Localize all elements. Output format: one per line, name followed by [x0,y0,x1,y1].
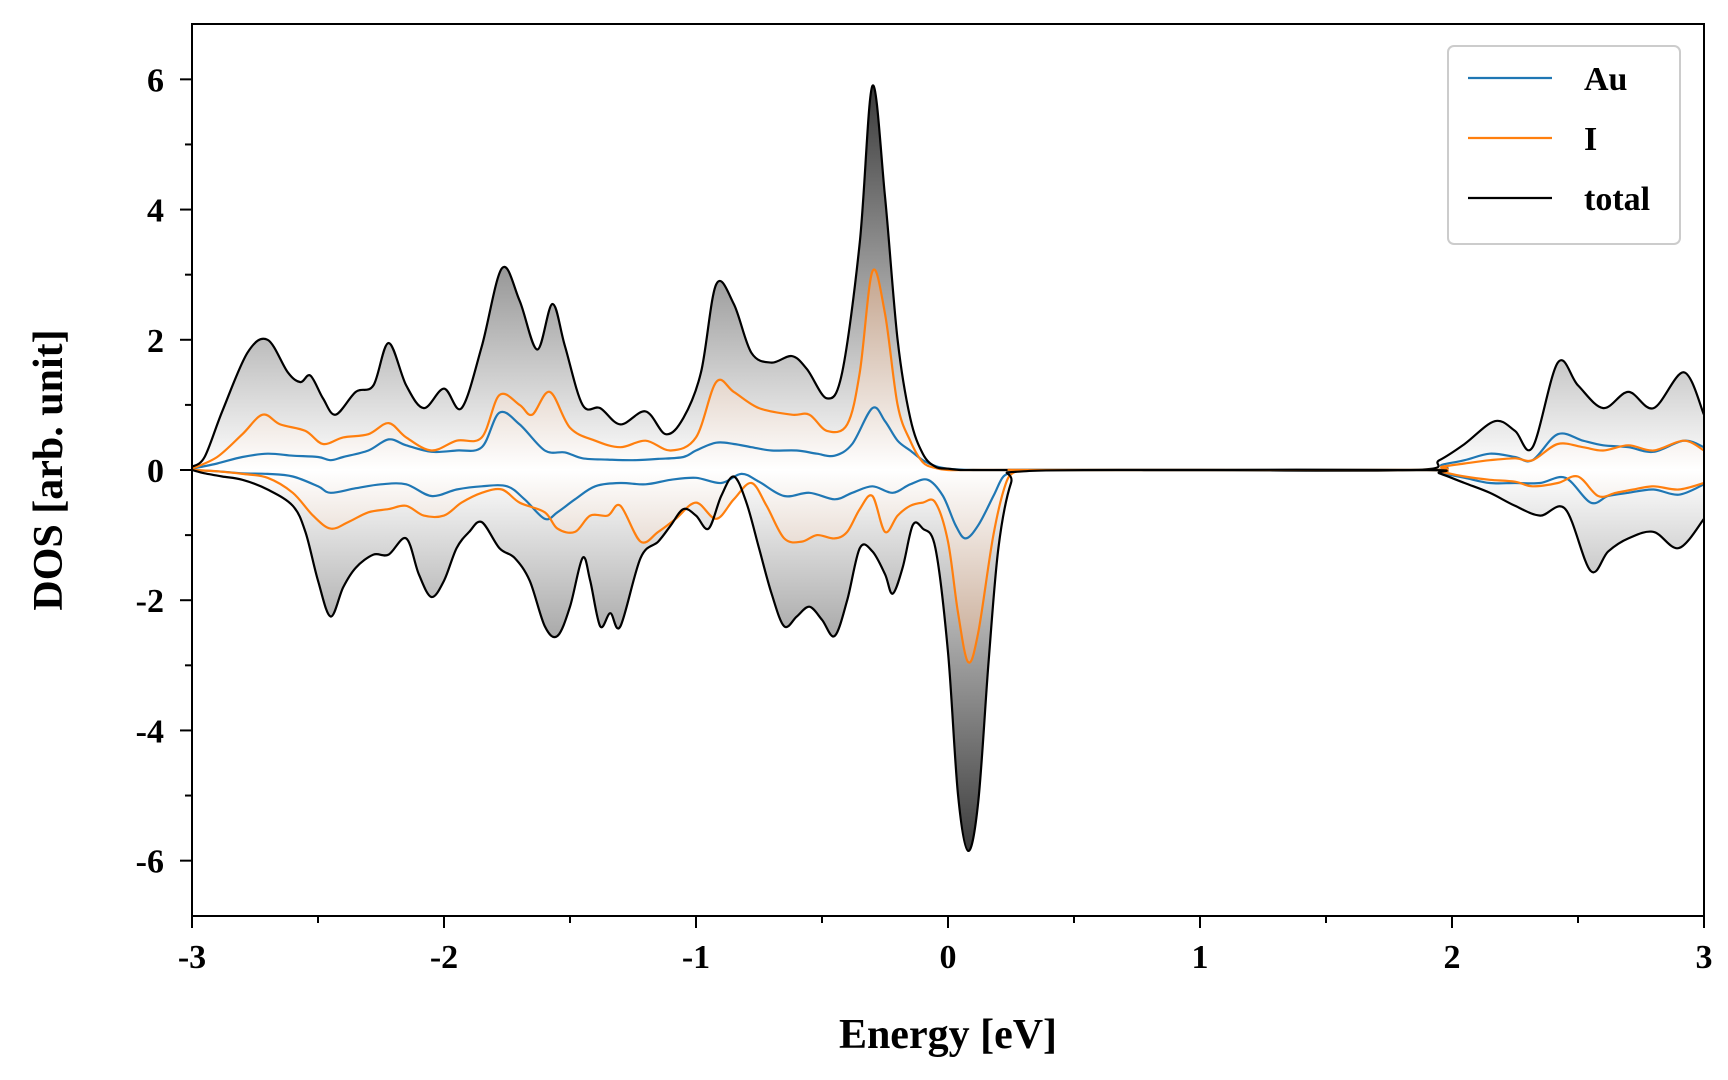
y-tick-label: -6 [136,844,164,881]
series-line-i-down [192,468,1704,664]
series-line-total-up [192,84,1704,472]
x-tick-label: 0 [940,939,957,976]
x-axis-label: Energy [eV] [839,1012,1057,1058]
series-line-i-up [192,268,1704,472]
y-tick-label: 6 [147,62,164,99]
fill-layer [192,85,1704,851]
series-line-total-down [192,468,1704,853]
line-layer [192,84,1704,853]
fill-total-down [192,469,1704,851]
x-axis: -3 -2 -1 0 1 2 3 [178,916,1713,976]
fill-total-up [192,85,1704,471]
y-tick-label: -2 [136,583,164,620]
y-tick-label: 4 [147,193,164,230]
x-tick-label: 2 [1444,939,1461,976]
fill-i-down [192,469,1704,663]
y-axis: -6 -4 -2 0 2 4 6 [136,62,192,881]
x-tick-label: 3 [1696,939,1713,976]
x-tick-label: -3 [178,939,206,976]
legend-label-i: I [1584,121,1597,158]
x-tick-label: 1 [1192,939,1209,976]
y-tick-label: 2 [147,323,164,360]
fill-i-up [192,269,1704,471]
y-tick-label: 0 [147,453,164,490]
y-tick-label: -4 [136,713,164,750]
x-tick-label: -1 [682,939,710,976]
x-tick-label: -2 [430,939,458,976]
series-line-au-down [192,468,1704,540]
legend-label-au: Au [1584,61,1627,98]
legend-box [1447,45,1681,245]
series-line-au-up [192,406,1704,472]
legend-label-total: total [1584,181,1650,218]
y-axis-label: DOS [arb. unit] [26,329,72,610]
